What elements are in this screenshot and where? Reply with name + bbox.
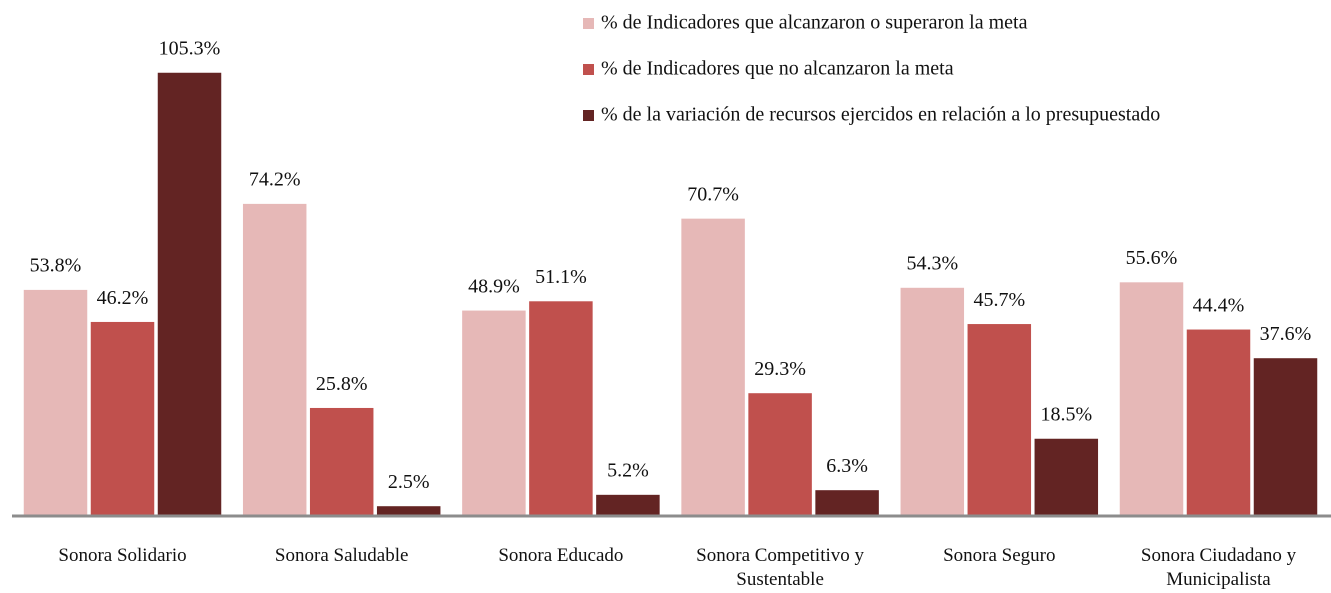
value-label: 29.3%: [754, 358, 806, 380]
bar: [1252, 356, 1319, 517]
bar: [594, 493, 662, 517]
bar: [746, 391, 814, 517]
legend-label: % de la variación de recursos ejercidos …: [601, 104, 1160, 126]
value-label: 5.2%: [607, 460, 649, 482]
value-label: 37.6%: [1260, 323, 1312, 345]
value-label: 55.6%: [1126, 247, 1178, 269]
bar: [1185, 328, 1252, 517]
bar: [966, 322, 1033, 517]
value-label: 74.2%: [249, 169, 301, 191]
bar: [89, 320, 156, 517]
bar: [899, 286, 966, 517]
x-tick-label: Sonora Seguro: [943, 545, 1056, 566]
value-label: 105.3%: [159, 38, 221, 60]
bar: [679, 217, 747, 517]
bar: [1118, 280, 1185, 517]
bar: [156, 71, 223, 517]
legend-label: % de Indicadores que alcanzaron o supera…: [601, 12, 1028, 34]
value-label: 53.8%: [30, 255, 82, 277]
value-label: 45.7%: [973, 289, 1025, 311]
value-label: 2.5%: [388, 471, 430, 493]
value-label: 51.1%: [535, 266, 587, 288]
x-tick-label: Sonora Solidario: [58, 545, 187, 566]
legend-swatch: [583, 64, 594, 75]
bar: [813, 488, 881, 517]
value-label: 70.7%: [687, 183, 739, 205]
bar: [241, 202, 308, 517]
value-label: 54.3%: [906, 253, 958, 275]
legend-label: % de Indicadores que no alcanzaron la me…: [601, 58, 954, 80]
value-label: 46.2%: [97, 287, 149, 309]
x-tick-label: Sonora Saludable: [274, 545, 409, 566]
value-label: 48.9%: [468, 275, 520, 297]
value-label: 6.3%: [826, 455, 868, 477]
x-tick-label: Sonora Competitivo y Sustentable: [696, 545, 864, 590]
x-tick-label: Sonora Educado: [498, 545, 624, 566]
bar: [375, 504, 442, 517]
bar: [22, 288, 89, 517]
bar: [460, 309, 528, 517]
bar: [1033, 437, 1100, 517]
legend-swatch: [583, 18, 594, 29]
value-label: 18.5%: [1040, 404, 1092, 426]
value-label: 44.4%: [1193, 294, 1245, 316]
bar: [527, 299, 595, 517]
legend-swatch: [583, 110, 594, 121]
value-label: 25.8%: [316, 373, 368, 395]
x-tick-label: Sonora Ciudadano y Municipalista: [1140, 545, 1297, 590]
bar: [308, 406, 375, 517]
